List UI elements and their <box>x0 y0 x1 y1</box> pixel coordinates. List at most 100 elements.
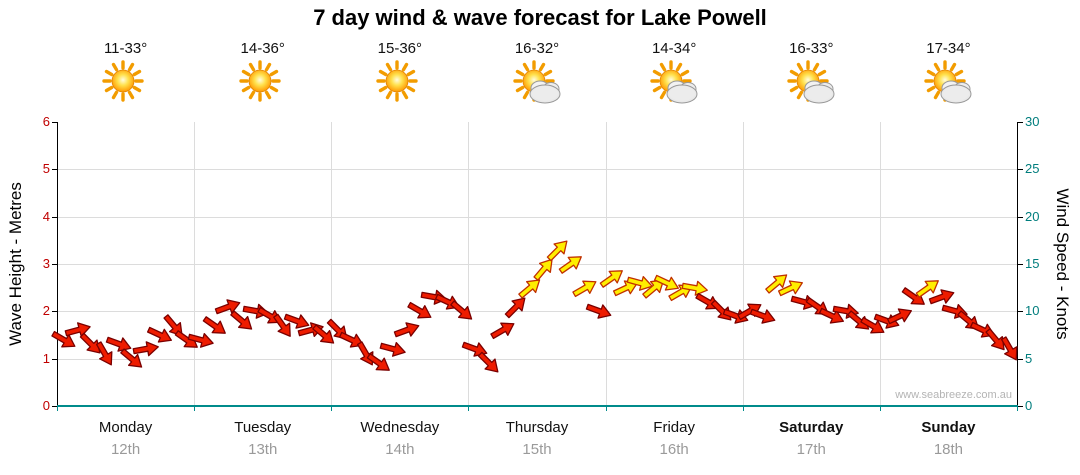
wind-arrow <box>199 311 231 340</box>
wind-arrow <box>555 249 587 278</box>
right-tick-label: 5 <box>1025 350 1033 366</box>
bottom-tick <box>194 407 196 411</box>
wind-arrow <box>665 278 697 306</box>
v-gridline <box>468 122 470 406</box>
wind-arrow <box>610 274 642 301</box>
wind-arrow <box>363 349 395 378</box>
day-name: Tuesday <box>234 419 292 436</box>
wind-arrow <box>885 303 917 330</box>
left-tick <box>52 264 57 265</box>
wind-arrow <box>91 338 119 370</box>
wind-arrow <box>529 253 559 285</box>
day-name: Thursday <box>505 419 569 436</box>
bottom-tick <box>605 407 607 411</box>
bottom-tick <box>57 407 58 411</box>
left-tick-label: 6 <box>42 114 50 129</box>
partly-cloudy-icon <box>510 58 564 108</box>
wind-arrow <box>269 310 298 342</box>
left-tick-label: 5 <box>42 161 50 177</box>
partly-cloudy-icon <box>921 58 975 108</box>
day-name: Wednesday <box>360 419 440 436</box>
h-gridline <box>57 216 1017 218</box>
wind-arrow <box>680 277 710 298</box>
right-tick-label: 30 <box>1025 114 1040 129</box>
wind-arrow <box>542 234 573 265</box>
left-tick <box>52 169 57 171</box>
h-gridline <box>57 264 1017 265</box>
left-tick-label: 4 <box>42 208 50 224</box>
wind-arrow <box>446 296 478 326</box>
wind-arrow <box>309 320 341 350</box>
right-tick-label: 10 <box>1025 303 1040 319</box>
day-date: 16th <box>659 441 689 458</box>
day-name: Saturday <box>779 419 844 436</box>
sunny-icon <box>373 58 427 108</box>
day-temp: 11-33° <box>103 40 148 57</box>
day-date: 13th <box>248 441 278 458</box>
wind-arrow <box>158 310 188 342</box>
wind-arrow <box>254 302 286 330</box>
wind-arrow <box>131 338 161 359</box>
wind-arrow <box>748 303 779 328</box>
h-gridline <box>57 358 1017 360</box>
v-gridline <box>742 122 744 406</box>
right-tick-label: 25 <box>1025 161 1040 177</box>
wind-arrow <box>76 329 107 360</box>
left-tick-label: 1 <box>42 350 50 366</box>
sunny-icon <box>99 58 153 108</box>
wind-arrow <box>569 274 601 302</box>
left-tick <box>52 311 57 313</box>
wind-arrow <box>638 272 670 302</box>
wind-arrow <box>514 272 546 302</box>
wind-arrow <box>651 270 683 297</box>
right-tick <box>1018 406 1023 407</box>
wind-arrow <box>761 268 793 298</box>
left-axis-label: Wave Height - Metres <box>6 182 25 346</box>
wind-arrow <box>996 333 1024 365</box>
bottom-axis-line <box>57 405 1018 407</box>
wind-arrow <box>926 285 957 310</box>
day-temp: 14-34° <box>651 40 697 57</box>
right-axis-label: Wind Speed - Knots <box>1053 188 1072 340</box>
day-date: 14th <box>385 441 415 458</box>
left-axis-line <box>57 122 58 406</box>
bottom-tick <box>879 407 881 411</box>
left-tick-label: 0 <box>42 398 50 413</box>
wind-arrow <box>912 273 944 302</box>
bottom-tick <box>1017 407 1018 411</box>
right-tick-label: 20 <box>1025 208 1040 224</box>
wind-arrow <box>144 322 176 349</box>
h-gridline <box>57 169 1017 171</box>
day-name: Monday <box>98 419 153 436</box>
right-tick <box>1018 311 1023 313</box>
wind-arrow <box>226 306 258 336</box>
day-temp: 16-32° <box>514 40 560 57</box>
left-tick <box>52 216 57 218</box>
day-temp: 16-33° <box>789 40 834 57</box>
v-gridline <box>194 122 196 406</box>
day-date: 12th <box>110 441 141 458</box>
day-temp: 15-36° <box>377 40 423 57</box>
partly-cloudy-icon <box>784 58 838 108</box>
bottom-tick <box>742 407 744 411</box>
v-gridline <box>331 122 333 406</box>
sunny-icon <box>236 58 290 108</box>
wind-arrow <box>378 337 408 360</box>
day-date: 17th <box>796 441 826 458</box>
right-tick-label: 15 <box>1025 256 1040 271</box>
wind-arrow <box>336 326 368 353</box>
day-date: 18th <box>933 441 964 458</box>
wind-arrow <box>487 316 519 344</box>
right-tick <box>1018 122 1023 123</box>
right-tick <box>1018 169 1023 171</box>
v-gridline <box>605 122 607 406</box>
v-gridline <box>879 122 881 406</box>
right-tick <box>1018 358 1023 360</box>
wind-arrow <box>775 274 807 301</box>
wind-arrow <box>583 299 614 324</box>
day-date: 15th <box>522 441 552 458</box>
day-name: Sunday <box>921 419 976 436</box>
right-tick <box>1018 216 1023 218</box>
left-tick <box>52 122 57 123</box>
watermark: www.seabreeze.com.au <box>895 389 1012 401</box>
